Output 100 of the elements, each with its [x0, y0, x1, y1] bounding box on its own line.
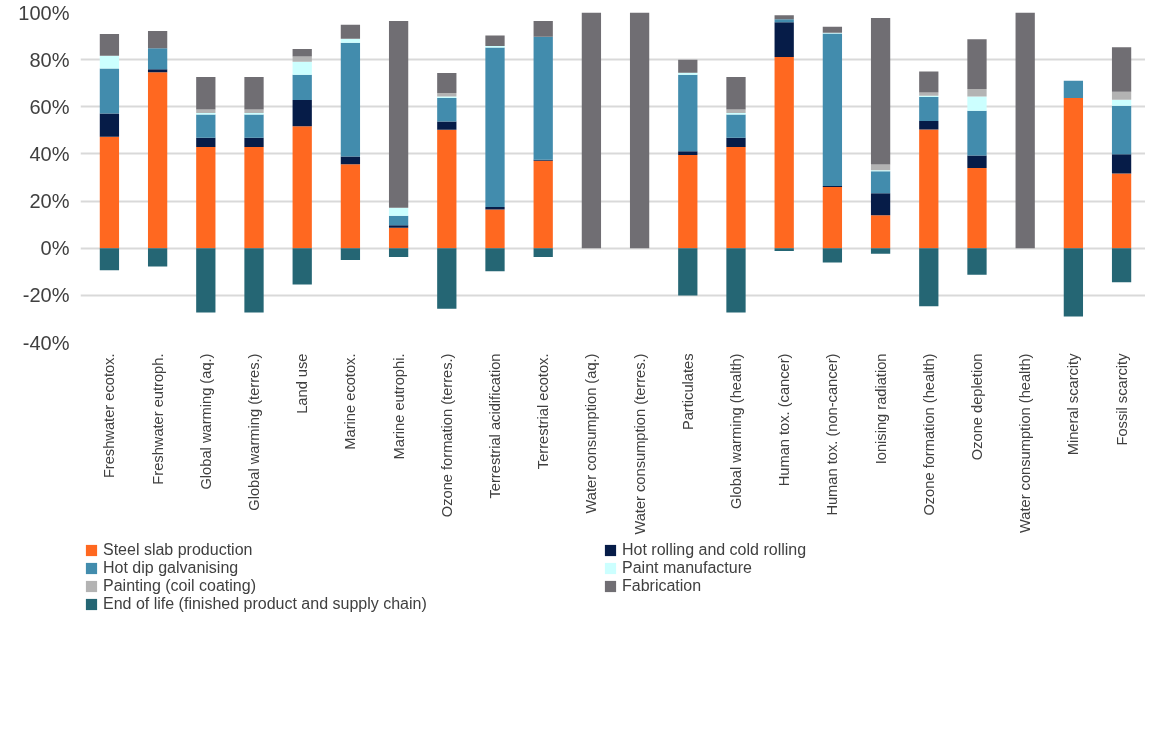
bar: [147, 248, 168, 267]
legend-label: End of life (finished product and supply chain): [103, 595, 428, 613]
x-tick-label: Water consumption (health): [1017, 353, 1034, 533]
bar: [629, 12, 650, 249]
bar: [292, 49, 312, 57]
bar: [967, 89, 987, 97]
legend-label: Painting (coil coating): [103, 577, 257, 595]
bar: [774, 22, 794, 58]
x-tick-label: Ozone formation (terres.): [438, 353, 455, 518]
bar: [822, 33, 843, 186]
y-tick-label: -20%: [22, 284, 70, 307]
x-tick-label: Terrestrial ecotox.: [535, 353, 552, 470]
bar: [99, 68, 120, 114]
x-tick-label: Particulates: [679, 353, 696, 431]
bar: [485, 47, 505, 207]
bar: [774, 248, 794, 252]
bar: [485, 248, 505, 272]
x-tick-label: Human tox. (non-cancer): [824, 353, 841, 516]
bar: [533, 160, 553, 249]
bar: [99, 55, 120, 69]
x-tick-label: Fossil scarcity: [1113, 352, 1130, 446]
bar: [437, 248, 457, 309]
bar: [919, 129, 939, 249]
bar: [147, 48, 168, 70]
bar: [1111, 99, 1132, 106]
bar: [967, 155, 987, 169]
bar: [919, 120, 939, 130]
bar: [485, 35, 505, 46]
x-tick-label: Global warming (health): [728, 353, 744, 510]
bar: [822, 186, 843, 249]
y-tick-label: 20%: [29, 190, 70, 213]
bar: [919, 71, 939, 93]
bar: [99, 248, 120, 271]
bar: [292, 126, 312, 249]
x-tick-label: Marine ecotox.: [342, 353, 359, 450]
bar: [437, 73, 457, 94]
bar: [1111, 91, 1132, 100]
y-tick-label: 60%: [29, 95, 70, 118]
bar: [388, 207, 409, 216]
bar: [196, 77, 216, 110]
bar: [870, 248, 891, 254]
bar: [388, 20, 409, 208]
bar: [726, 137, 746, 148]
bar: [244, 147, 264, 249]
x-tick-label: Ozone depletion: [968, 353, 985, 461]
bar: [340, 164, 361, 249]
bar: [726, 248, 746, 313]
y-tick-label: -40%: [22, 331, 70, 354]
x-tick-label: Freshwater ecotox.: [101, 353, 118, 479]
bar: [774, 57, 794, 249]
bar: [147, 69, 168, 73]
bar: [244, 248, 264, 313]
bar: [99, 136, 120, 249]
bar: [726, 114, 746, 138]
bar: [292, 99, 312, 127]
bar: [196, 137, 216, 148]
x-tick-label: Ionising radiation: [872, 353, 889, 465]
bar: [678, 151, 698, 156]
x-tick-label: Human tox. (cancer): [776, 353, 793, 487]
bar: [485, 209, 505, 249]
bar: [292, 74, 312, 100]
y-tick-label: 0%: [40, 237, 70, 260]
y-tick-label: 40%: [29, 142, 70, 165]
bar: [1063, 248, 1084, 317]
bar: [870, 193, 891, 216]
bar: [388, 215, 409, 226]
bar: [292, 56, 312, 62]
x-tick-label: Marine eutrophi.: [390, 353, 407, 460]
bar: [533, 248, 553, 257]
bar: [340, 38, 361, 43]
bar: [99, 33, 120, 56]
bar: [147, 72, 168, 249]
bar: [967, 39, 987, 90]
bar: [1063, 80, 1084, 99]
bar: [99, 113, 120, 137]
bar: [678, 59, 698, 73]
bar: [437, 98, 457, 122]
bar: [870, 17, 891, 165]
bar: [147, 31, 168, 49]
bar: [581, 12, 602, 249]
bar: [196, 147, 216, 249]
bar: [726, 77, 746, 110]
x-tick-label: Global warming (terres.): [246, 353, 263, 511]
x-tick-label: Ozone formation (health): [920, 353, 937, 516]
bar: [485, 206, 505, 210]
x-tick-label: Land use: [294, 353, 311, 414]
x-tick-label: Terrestrial acidification: [487, 353, 503, 499]
bar: [919, 96, 939, 121]
y-tick-label: 80%: [29, 48, 70, 71]
bar: [678, 248, 698, 296]
bar: [967, 168, 987, 249]
bar: [533, 36, 553, 160]
bar: [244, 137, 264, 148]
x-tick-label: Water consumption (terres.): [631, 353, 648, 535]
bar: [244, 114, 264, 138]
bar: [437, 121, 457, 130]
legend-label: Fabrication: [622, 577, 703, 595]
bar: [340, 42, 361, 157]
legend-label: Hot dip galvanising: [103, 559, 240, 577]
bar: [1063, 98, 1084, 249]
